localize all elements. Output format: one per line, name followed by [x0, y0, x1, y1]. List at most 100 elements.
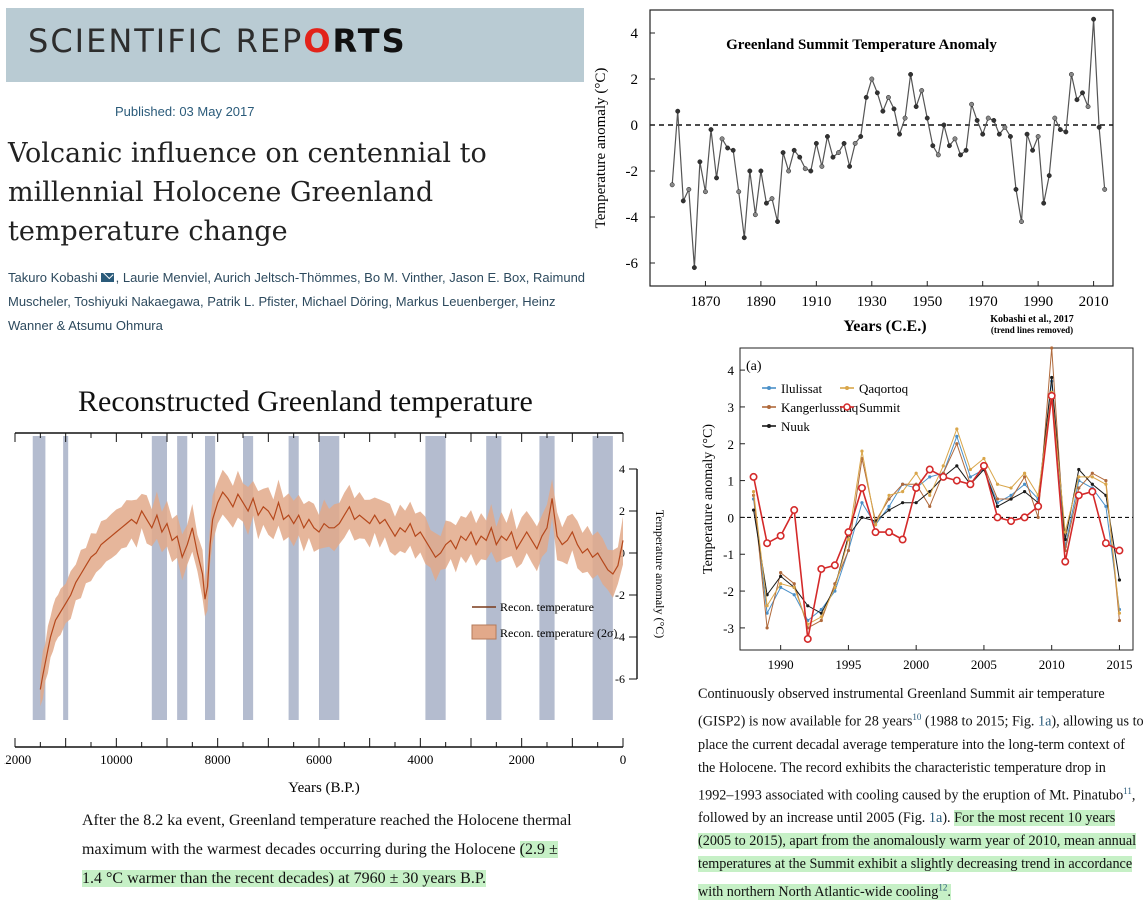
series-point-qaqortoq: [751, 490, 756, 494]
anomaly-point: [1074, 97, 1080, 103]
reconstruction-chart: Reconstructed Greenland temperature 1200…: [4, 385, 704, 795]
legend-marker: [767, 386, 771, 390]
series-point-ilulissat: [928, 475, 932, 479]
anomaly-point: [897, 131, 902, 137]
series-point-qaqortoq: [901, 490, 905, 494]
coauthors: , Laurie Menviel, Aurich Jeltsch-Thömmes…: [8, 270, 586, 333]
anomaly-point: [946, 143, 952, 149]
anomaly-point: [697, 159, 703, 165]
shaded-period: [486, 436, 502, 720]
anomaly-point: [1096, 124, 1102, 130]
shaded-period: [151, 436, 167, 720]
anomaly-series-line: [671, 19, 1106, 268]
summit-point: [1061, 557, 1070, 566]
anomaly-point: [686, 186, 692, 192]
x-tick-label: 1970: [968, 294, 998, 310]
y-tick-label: -2: [615, 588, 625, 602]
series-line-summit: [752, 395, 1120, 640]
x-tick-label: 2000: [509, 752, 535, 767]
series-line-ilulissat: [753, 381, 1120, 622]
summit-point: [898, 535, 907, 544]
anomaly-point: [980, 131, 986, 137]
anomaly-point: [913, 104, 919, 110]
legend-marker: [843, 403, 851, 411]
anomaly-point: [880, 108, 886, 114]
journal-masthead: SCIENTIFIC REPORTS: [6, 8, 584, 82]
anomaly-point: [830, 154, 836, 160]
series-point-qaqortoq: [792, 585, 796, 589]
y-tick-label: 2: [728, 437, 735, 452]
anomaly-point: [869, 76, 875, 82]
series-line-kangerlussuaq: [753, 347, 1120, 629]
x-tick-label: 2015: [1106, 657, 1132, 672]
reference-11-link[interactable]: 11: [1123, 785, 1132, 796]
x-tick-label: 4000: [407, 752, 433, 767]
anomaly-point: [1046, 173, 1052, 179]
series-point-nuuk: [901, 501, 905, 505]
series-point-qaqortoq: [928, 493, 932, 497]
station-comparison-svg: (a) 4 3 2 1 0 -1 -2 -3 1990 1995 2000 2005 2010 2015 Te…: [701, 346, 1134, 672]
figure-1a-link[interactable]: 1a: [1038, 713, 1052, 730]
figure-1a-link-2[interactable]: 1a: [928, 810, 943, 827]
series-point-qaqortoq: [1117, 611, 1122, 615]
anomaly-point: [780, 150, 786, 156]
summit-point: [925, 465, 934, 474]
legend-marker: [767, 405, 771, 409]
anomaly-point: [1052, 115, 1058, 121]
summit-point: [844, 528, 853, 537]
y-tick-label: 2: [631, 72, 639, 88]
anomaly-point: [1063, 129, 1069, 135]
series-point-kangerlussuaq: [1117, 618, 1122, 623]
reconstruction-svg: 12000 10000 8000 6000 4000 2000 0 Years (B.P.) 4…: [4, 432, 667, 795]
y-tick-label: 0: [728, 510, 735, 525]
summit-point: [1047, 391, 1056, 400]
anomaly-point: [858, 134, 864, 139]
series-point-qaqortoq: [914, 471, 918, 475]
summit-point: [1074, 491, 1083, 500]
anomaly-point: [691, 265, 697, 271]
series-point-nuuk: [1022, 490, 1027, 494]
email-icon[interactable]: [100, 273, 114, 282]
y-tick-label: 4: [619, 462, 625, 476]
journal-logo: SCIENTIFIC REPORTS: [28, 22, 407, 60]
x-tick-label: 1870: [690, 294, 720, 310]
anomaly-point: [1007, 134, 1013, 139]
y-tick-label: -2: [723, 584, 734, 599]
summit-point: [979, 461, 988, 470]
series-point-qaqortoq: [887, 493, 891, 497]
series-point-ilulissat: [765, 611, 769, 615]
y-tick-label: -6: [626, 256, 639, 272]
corresponding-author-link[interactable]: Takuro Kobashi: [8, 270, 98, 285]
series-point-qaqortoq: [955, 427, 959, 431]
series-point-qaqortoq: [995, 482, 1000, 486]
anomaly-point: [969, 101, 975, 107]
series-point-qaqortoq: [765, 604, 769, 608]
series-point-nuuk: [779, 574, 783, 578]
series-point-qaqortoq: [968, 467, 972, 472]
anomaly-point: [736, 189, 742, 195]
y-tick-label: -4: [615, 630, 625, 644]
series-point-kangerlussuaq: [928, 504, 932, 508]
series-point-kangerlussuaq: [819, 618, 823, 623]
anomaly-point: [952, 136, 958, 142]
recon-temperature-line: [39, 490, 624, 690]
anomaly-point: [680, 198, 686, 204]
anomaly-point: [1019, 219, 1024, 225]
series-point-qaqortoq: [941, 464, 945, 468]
x-axis-label: Years (C.E.): [843, 318, 926, 335]
series-point-kangerlussuaq: [1022, 475, 1027, 479]
reference-10-link[interactable]: 10: [912, 712, 922, 722]
legend-label-qaqortoq: Qaqortoq: [859, 381, 909, 396]
reference-12-link[interactable]: 12: [938, 882, 948, 893]
series-point-qaqortoq: [1090, 475, 1094, 479]
series-point-kangerlussuaq: [792, 582, 796, 586]
attribution: Kobashi et al., 2017: [990, 314, 1074, 325]
series-point-nuuk: [955, 464, 959, 468]
author-list: Takuro Kobashi, Laurie Menviel, Aurich J…: [8, 266, 588, 338]
anomaly-point: [797, 154, 803, 160]
x-tick-label: 1890: [746, 294, 776, 310]
series-point-qaqortoq: [860, 449, 864, 453]
x-tick-label: 8000: [205, 752, 231, 767]
summit-point: [790, 506, 799, 515]
summit-point: [1101, 539, 1110, 548]
